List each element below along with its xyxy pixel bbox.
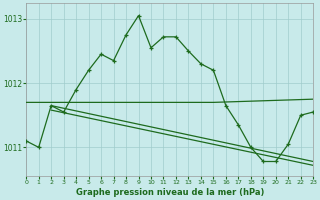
X-axis label: Graphe pression niveau de la mer (hPa): Graphe pression niveau de la mer (hPa) [76, 188, 264, 197]
